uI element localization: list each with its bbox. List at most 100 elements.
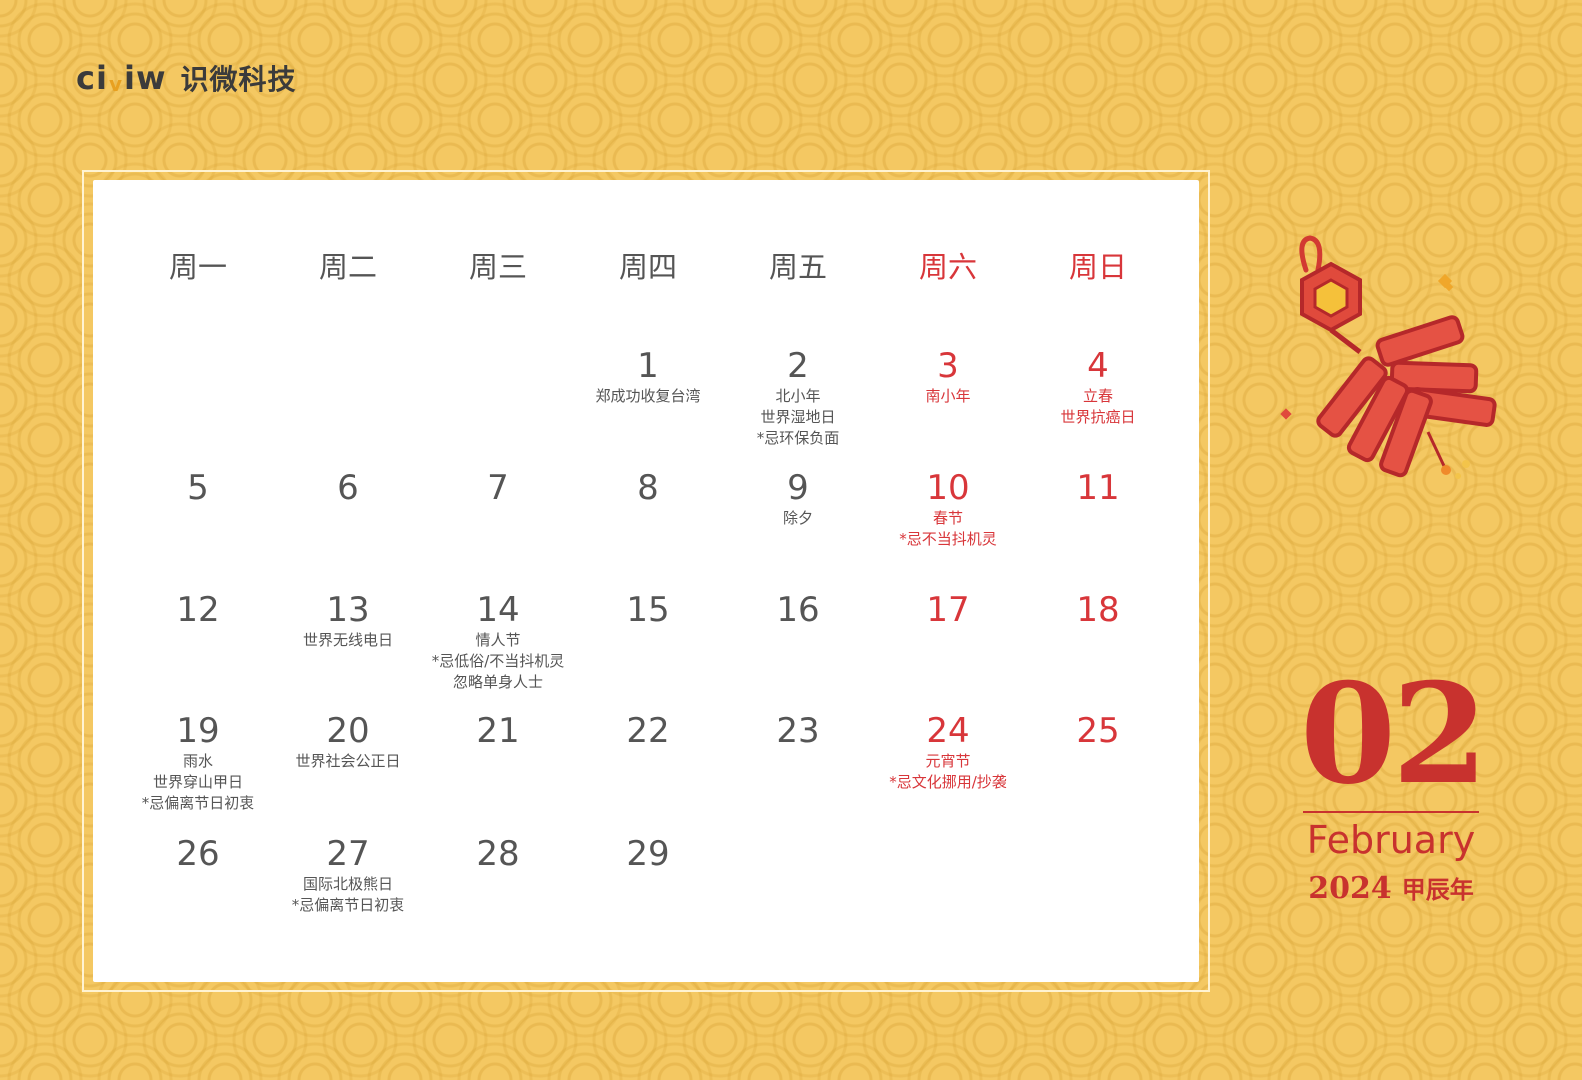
month-number: 02 — [1300, 652, 1488, 815]
day-number: 22 — [626, 711, 670, 751]
day-number: 25 — [1076, 711, 1120, 751]
calendar-day: 12 — [123, 590, 273, 630]
calendar-day: 16 — [723, 590, 873, 630]
weekday-label: 周日 — [1068, 250, 1127, 284]
calendar-day: 29 — [573, 834, 723, 874]
calendar-day: 4 立春世界抗癌日 — [1023, 346, 1173, 428]
day-number: 1 — [637, 346, 659, 386]
day-number: 26 — [176, 834, 220, 874]
day-number: 19 — [176, 711, 220, 751]
calendar-day: 13 世界无线电日 — [273, 590, 423, 651]
day-number: 7 — [487, 468, 509, 508]
calendar-day: 26 — [123, 834, 273, 874]
day-note: 北小年 — [775, 387, 821, 405]
weekday-label: 周三 — [468, 250, 527, 284]
brand-mark-v: v — [108, 72, 123, 96]
day-note: *忌文化挪用/抄袭 — [889, 773, 1007, 791]
weekday-label: 周一 — [168, 250, 227, 284]
day-number: 12 — [176, 590, 220, 630]
calendar-day: 21 — [423, 711, 573, 751]
calendar-day: 27 国际北极熊日 *忌偏离节日初衷 — [273, 834, 423, 916]
brand-mark-right: iw — [123, 59, 167, 97]
calendar-day: 9 除夕 — [723, 468, 873, 529]
day-note: 忽略单身人士 — [452, 673, 543, 691]
weekday-label: 周六 — [918, 250, 977, 284]
day-number: 15 — [626, 590, 670, 630]
day-note: 世界湿地日 — [760, 408, 836, 426]
day-number: 21 — [476, 711, 520, 751]
brand-name: 识微科技 — [180, 63, 297, 96]
day-number: 17 — [926, 590, 970, 630]
day-number: 28 — [476, 834, 520, 874]
weekday-label: 周五 — [768, 250, 827, 284]
weekday-label: 周二 — [318, 250, 377, 284]
day-number: 9 — [787, 468, 809, 508]
day-note: *忌偏离节日初衷 — [291, 896, 405, 914]
day-note: 世界抗癌日 — [1060, 408, 1136, 426]
day-number: 11 — [1076, 468, 1120, 508]
ganzhi-year: 甲辰年 — [1401, 876, 1474, 904]
day-number: 23 — [776, 711, 820, 751]
day-number: 10 — [926, 468, 970, 508]
day-number: 29 — [626, 834, 670, 874]
day-note: 元宵节 — [925, 752, 971, 770]
day-number: 4 — [1087, 346, 1109, 386]
day-number: 6 — [337, 468, 359, 508]
calendar-day: 8 — [573, 468, 723, 508]
calendar-day: 14 情人节 *忌低俗/不当抖机灵 忽略单身人士 — [423, 590, 573, 693]
calendar-day: 3 南小年 — [873, 346, 1023, 407]
calendar-day: 2 北小年世界湿地日 *忌环保负面 — [723, 346, 873, 449]
calendar-day: 20 世界社会公正日 — [273, 711, 423, 772]
day-number: 3 — [937, 346, 959, 386]
weekday-label: 周四 — [618, 250, 677, 284]
day-number: 2 — [787, 346, 809, 386]
day-note: *忌低俗/不当抖机灵 — [431, 652, 565, 670]
brand-mark: ci v iw — [76, 59, 167, 97]
day-note: 国际北极熊日 — [302, 875, 393, 893]
calendar-day: 22 — [573, 711, 723, 751]
day-note: *忌不当抖机灵 — [899, 530, 997, 548]
brand-logo: ci v iw 识微科技 — [76, 56, 297, 100]
calendar-day: 19 雨水世界穿山甲日 *忌偏离节日初衷 — [123, 711, 273, 814]
day-note: 世界无线电日 — [302, 631, 393, 649]
day-note: 立春 — [1082, 387, 1113, 405]
calendar-day: 7 — [423, 468, 573, 508]
day-note: 郑成功收复台湾 — [595, 387, 701, 405]
day-note: 除夕 — [782, 509, 813, 527]
calendar-day: 5 — [123, 468, 273, 508]
calendar-day: 11 — [1023, 468, 1173, 508]
day-note: *忌偏离节日初衷 — [141, 794, 255, 812]
day-note: 情人节 — [475, 631, 521, 649]
day-number: 18 — [1076, 590, 1120, 630]
day-note: *忌环保负面 — [756, 429, 840, 447]
calendar-day: 15 — [573, 590, 723, 630]
calendar-frame — [82, 170, 1210, 992]
month-name: February — [1306, 818, 1476, 862]
day-note: 南小年 — [925, 387, 971, 405]
calendar-day: 10 春节 *忌不当抖机灵 — [873, 468, 1023, 550]
calendar-day: 23 — [723, 711, 873, 751]
calendar-day: 6 — [273, 468, 423, 508]
calendar-day: 24 元宵节 *忌文化挪用/抄袭 — [873, 711, 1023, 793]
day-number: 14 — [476, 590, 520, 630]
month-divider — [1303, 811, 1479, 813]
day-number: 27 — [326, 834, 370, 874]
calendar-day: 1 郑成功收复台湾 — [573, 346, 723, 407]
calendar-day: 18 — [1023, 590, 1173, 630]
weekday-header: 周一 周二 周三 周四 周五 周六 周日 — [93, 242, 1199, 292]
brand-mark-left: ci — [76, 59, 108, 97]
day-number: 8 — [637, 468, 659, 508]
day-note: 世界社会公正日 — [295, 752, 401, 770]
day-number: 20 — [326, 711, 370, 751]
day-note: 世界穿山甲日 — [152, 773, 243, 791]
firecracker-icon — [1280, 235, 1497, 479]
calendar-card: 周一 周二 周三 周四 周五 周六 周日 1 郑成功收复台湾 2 北小年世界湿地日 *忌环保负面 3 南… — [93, 180, 1199, 982]
day-note: 雨水 — [182, 752, 213, 770]
year-line: 2024 甲辰年 — [1300, 872, 1482, 910]
year-number: 2024 — [1308, 871, 1392, 906]
day-number: 13 — [326, 590, 370, 630]
day-number: 5 — [187, 468, 209, 508]
calendar-day: 28 — [423, 834, 573, 874]
day-number: 24 — [926, 711, 970, 751]
calendar-day: 17 — [873, 590, 1023, 630]
